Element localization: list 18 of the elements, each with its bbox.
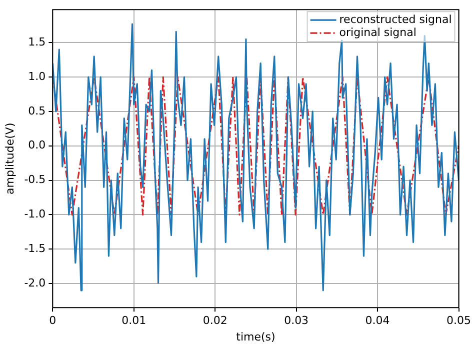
- x-tick-label: 0.05: [446, 314, 472, 328]
- x-axis-title: time(s): [236, 330, 276, 344]
- x-tick-label: 0.03: [284, 314, 309, 328]
- y-axis-title: amplitude(V): [3, 122, 16, 194]
- y-tick-label: 1.5: [28, 35, 46, 48]
- y-tick-label: -1.0: [24, 208, 46, 221]
- x-tick-label: 0.01: [122, 314, 146, 328]
- y-tick-label: 1.0: [28, 70, 46, 83]
- y-tick-label: 0.0: [28, 138, 46, 152]
- legend-label: original signal: [339, 26, 416, 39]
- y-tick-label: -1.5: [24, 242, 46, 255]
- y-tick-label: -2.0: [24, 276, 46, 290]
- y-tick-label: -0.5: [24, 173, 46, 186]
- x-tick-label: 0.04: [365, 314, 390, 328]
- y-tick-label: 0.5: [28, 104, 46, 118]
- legend-label: reconstructed signal: [339, 12, 452, 26]
- x-tick-label: 0: [49, 314, 56, 328]
- x-tick-label: 0.02: [202, 314, 228, 328]
